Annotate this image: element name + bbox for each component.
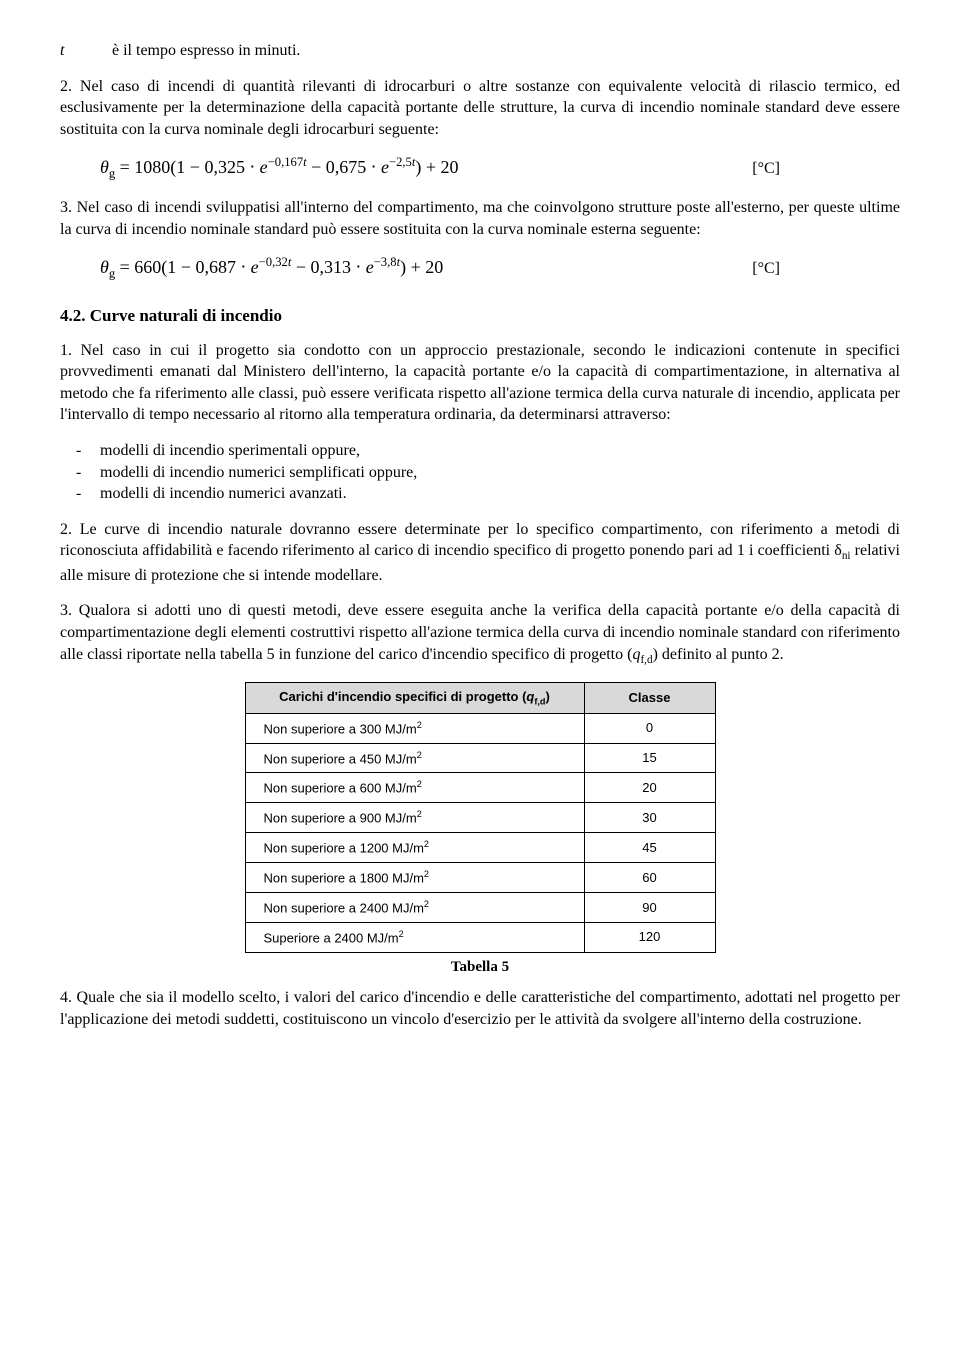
list-item: modelli di incendio numerici semplificat… (100, 462, 900, 484)
definition-line-t: t è il tempo espresso in minuti. (60, 40, 900, 62)
table-cell-class: 15 (584, 743, 715, 773)
paragraph-4-2-2: 2. Le curve di incendio naturale dovrann… (60, 519, 900, 586)
paragraph-4-2-1: 1. Nel caso in cui il progetto sia condo… (60, 340, 900, 426)
table-cell-load: Non superiore a 2400 MJ/m2 (245, 892, 584, 922)
paragraph-2: 2. Nel caso di incendi di quantità rilev… (60, 76, 900, 141)
definition-text: è il tempo espresso in minuti. (112, 42, 300, 59)
paragraph-4-2-4: 4. Quale che sia il modello scelto, i va… (60, 987, 900, 1030)
table-cell-class: 45 (584, 833, 715, 863)
table-cell-load: Non superiore a 300 MJ/m2 (245, 713, 584, 743)
formula-hydrocarbon: θg = 1080(1 − 0,325 ⋅ e−0,167t − 0,675 ⋅… (60, 154, 900, 183)
table-cell-load: Non superiore a 450 MJ/m2 (245, 743, 584, 773)
model-list: modelli di incendio sperimentali oppure,… (60, 440, 900, 505)
table-cell-load: Non superiore a 1800 MJ/m2 (245, 863, 584, 893)
table-row: Non superiore a 1800 MJ/m260 (245, 863, 715, 893)
list-item: modelli di incendio numerici avanzati. (100, 483, 900, 505)
table-5: Carichi d'incendio specifici di progetto… (245, 682, 716, 953)
formula-external: θg = 660(1 − 0,687 ⋅ e−0,32t − 0,313 ⋅ e… (60, 254, 900, 283)
table-row: Non superiore a 1200 MJ/m245 (245, 833, 715, 863)
table-row: Non superiore a 450 MJ/m215 (245, 743, 715, 773)
table-cell-load: Non superiore a 900 MJ/m2 (245, 803, 584, 833)
table-row: Non superiore a 2400 MJ/m290 (245, 892, 715, 922)
table-cell-class: 30 (584, 803, 715, 833)
formula-expr: θg = 1080(1 − 0,325 ⋅ e−0,167t − 0,675 ⋅… (60, 154, 459, 183)
formula-unit: [°C] (752, 258, 900, 280)
table-row: Non superiore a 600 MJ/m220 (245, 773, 715, 803)
var-t: t (60, 40, 108, 62)
paragraph-3: 3. Nel caso di incendi sviluppatisi all'… (60, 197, 900, 240)
heading-4-2: 4.2. Curve naturali di incendio (60, 305, 900, 328)
table-cell-load: Non superiore a 1200 MJ/m2 (245, 833, 584, 863)
table-cell-class: 60 (584, 863, 715, 893)
table-5-caption: Tabella 5 (60, 957, 900, 977)
formula-unit: [°C] (752, 158, 900, 180)
table-cell-class: 20 (584, 773, 715, 803)
formula-expr: θg = 660(1 − 0,687 ⋅ e−0,32t − 0,313 ⋅ e… (60, 254, 443, 283)
table-5-wrap: Carichi d'incendio specifici di progetto… (60, 682, 900, 953)
table-row: Superiore a 2400 MJ/m2120 (245, 922, 715, 952)
table-row: Non superiore a 300 MJ/m20 (245, 713, 715, 743)
table-header-loads: Carichi d'incendio specifici di progetto… (245, 682, 584, 713)
table-cell-class: 120 (584, 922, 715, 952)
table-cell-load: Superiore a 2400 MJ/m2 (245, 922, 584, 952)
table-cell-class: 90 (584, 892, 715, 922)
table-cell-load: Non superiore a 600 MJ/m2 (245, 773, 584, 803)
list-item: modelli di incendio sperimentali oppure, (100, 440, 900, 462)
table-cell-class: 0 (584, 713, 715, 743)
paragraph-4-2-3: 3. Qualora si adotti uno di questi metod… (60, 600, 900, 667)
table-row: Non superiore a 900 MJ/m230 (245, 803, 715, 833)
table-header-class: Classe (584, 682, 715, 713)
